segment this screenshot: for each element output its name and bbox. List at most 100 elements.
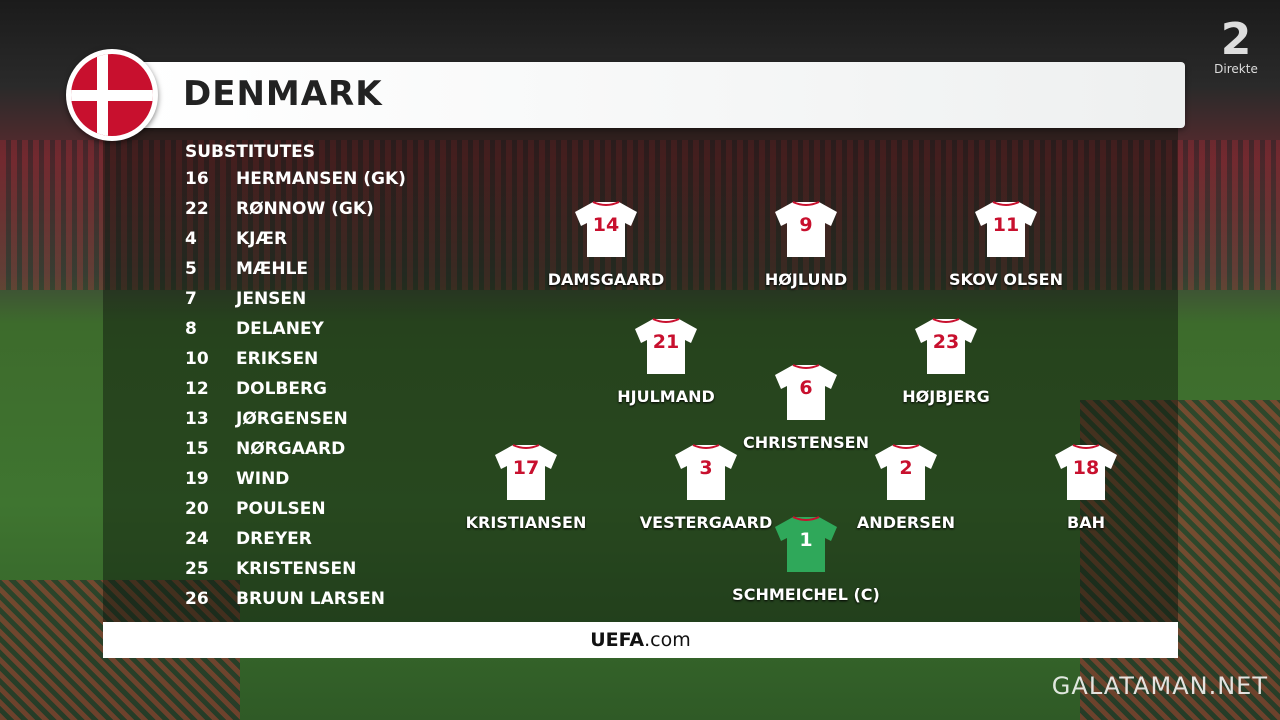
player-name: CHRISTENSEN	[742, 433, 869, 452]
shirt-icon: 14	[573, 200, 639, 258]
shirt-number: 9	[799, 214, 813, 236]
substitute-name: ERIKSEN	[236, 349, 319, 369]
substitute-name: DELANEY	[236, 319, 324, 339]
substitute-name: MÆHLE	[236, 259, 309, 279]
denmark-flag-icon	[66, 49, 158, 141]
substitute-row: 26 BRUUN LARSEN	[185, 584, 406, 614]
lineup-player: 18 BAH	[986, 443, 1186, 532]
substitute-row: 10 ERIKSEN	[185, 344, 406, 374]
substitute-name: JENSEN	[236, 289, 307, 309]
substitute-name: POULSEN	[236, 499, 326, 519]
player-name: SCHMEICHEL (C)	[732, 585, 880, 604]
substitute-row: 20 POULSEN	[185, 494, 406, 524]
player-name: DAMSGAARD	[547, 270, 665, 289]
shirt-number: 21	[652, 331, 680, 353]
substitute-number: 25	[185, 559, 209, 579]
broadcaster-logo: 2 Direkte	[1208, 14, 1264, 77]
player-name: SKOV OLSEN	[949, 270, 1063, 289]
substitute-row: 5 MÆHLE	[185, 254, 406, 284]
substitute-row: 24 DREYER	[185, 524, 406, 554]
crowd-stand	[0, 140, 1280, 290]
shirt-number: 3	[699, 457, 713, 479]
substitute-row: 19 WIND	[185, 464, 406, 494]
substitute-name: RØNNOW (GK)	[236, 199, 374, 219]
lineup-player: 9 HØJLUND	[706, 200, 906, 289]
substitute-number: 20	[185, 499, 209, 519]
substitute-row: 8 DELANEY	[185, 314, 406, 344]
footer-bar: UEFA .com	[103, 622, 1178, 658]
substitute-name: DREYER	[236, 529, 312, 549]
team-header	[140, 62, 1185, 128]
shirt-icon: 21	[633, 317, 699, 375]
shirt-number: 11	[992, 214, 1020, 236]
channel-number: 2	[1220, 14, 1252, 65]
lineup-player: 23 HØJBJERG	[846, 317, 1046, 406]
shirt-number: 18	[1072, 457, 1100, 479]
substitute-name: HERMANSEN (GK)	[236, 169, 406, 189]
shirt-icon: 1	[773, 515, 839, 573]
substitute-number: 24	[185, 529, 209, 549]
player-name: KRISTIANSEN	[465, 513, 587, 532]
player-name: ANDERSEN	[856, 513, 956, 532]
lineup-player: 17 KRISTIANSEN	[426, 443, 626, 532]
substitute-name: KRISTENSEN	[236, 559, 357, 579]
substitute-name: BRUUN LARSEN	[236, 589, 385, 609]
substitute-number: 26	[185, 589, 209, 609]
substitute-name: DOLBERG	[236, 379, 328, 399]
live-label: Direkte	[1214, 62, 1258, 76]
lineup-player: 14 DAMSGAARD	[506, 200, 706, 289]
shirt-icon: 17	[493, 443, 559, 501]
substitutes-heading: SUBSTITUTES	[185, 142, 316, 162]
lineup-player: 11 SKOV OLSEN	[906, 200, 1106, 289]
player-name: HØJLUND	[764, 270, 848, 289]
substitute-name: NØRGAARD	[236, 439, 346, 459]
substitute-number: 19	[185, 469, 209, 489]
substitute-number: 13	[185, 409, 209, 429]
shirt-icon: 11	[973, 200, 1039, 258]
player-name: VESTERGAARD	[639, 513, 773, 532]
substitute-number: 10	[185, 349, 209, 369]
shirt-icon: 18	[1053, 443, 1119, 501]
lineup-player: 6 CHRISTENSEN	[706, 363, 906, 452]
substitute-row: 15 NØRGAARD	[185, 434, 406, 464]
shirt-number: 14	[592, 214, 620, 236]
watermark: GALATAMAN.NET	[1051, 672, 1268, 700]
substitute-number: 7	[185, 289, 197, 309]
substitutes-list: SUBSTITUTES 16 HERMANSEN (GK) 22 RØNNOW (GK…	[185, 140, 406, 614]
shirt-icon: 6	[773, 363, 839, 421]
shirt-number: 2	[899, 457, 913, 479]
shirt-number: 1	[799, 529, 813, 551]
uefa-suffix: .com	[644, 629, 691, 651]
substitute-row: 22 RØNNOW (GK)	[185, 194, 406, 224]
substitute-number: 16	[185, 169, 209, 189]
substitute-number: 8	[185, 319, 197, 339]
substitute-name: JØRGENSEN	[236, 409, 348, 429]
player-name: BAH	[1067, 513, 1105, 532]
substitute-name: KJÆR	[236, 229, 288, 249]
player-name: HJULMAND	[617, 387, 715, 406]
player-name: HØJBJERG	[902, 387, 990, 406]
shirt-number: 23	[932, 331, 960, 353]
shirt-icon: 9	[773, 200, 839, 258]
substitute-row: 12 DOLBERG	[185, 374, 406, 404]
substitute-row: 7 JENSEN	[185, 284, 406, 314]
substitute-number: 12	[185, 379, 209, 399]
substitute-name: WIND	[236, 469, 290, 489]
substitute-row: 13 JØRGENSEN	[185, 404, 406, 434]
lineup-player: 3 VESTERGAARD	[606, 443, 806, 532]
shirt-number: 6	[799, 377, 813, 399]
shirt-icon: 2	[873, 443, 939, 501]
lineup-player: 1 SCHMEICHEL (C)	[706, 515, 906, 604]
team-name: DENMARK	[183, 74, 383, 114]
shirt-icon: 23	[913, 317, 979, 375]
lineup-player: 21 HJULMAND	[566, 317, 766, 406]
substitute-number: 22	[185, 199, 209, 219]
lineup-player: 2 ANDERSEN	[806, 443, 1006, 532]
substitute-number: 4	[185, 229, 197, 249]
substitute-number: 5	[185, 259, 197, 279]
shirt-icon: 3	[673, 443, 739, 501]
substitute-row: 25 KRISTENSEN	[185, 554, 406, 584]
substitute-row: 4 KJÆR	[185, 224, 406, 254]
uefa-brand: UEFA	[590, 629, 645, 651]
substitute-number: 15	[185, 439, 209, 459]
